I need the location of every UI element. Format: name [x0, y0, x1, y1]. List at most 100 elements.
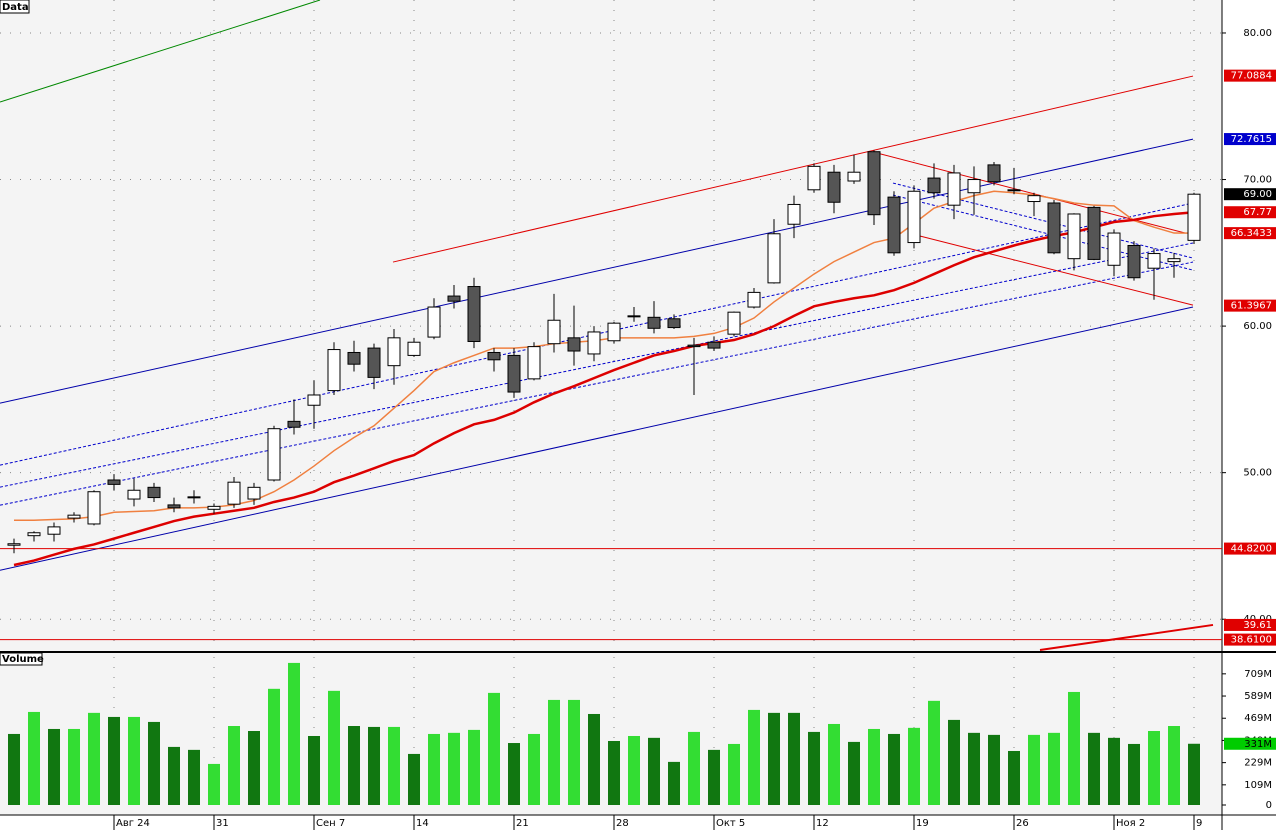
volume-bar	[808, 731, 820, 805]
y-tick-label: 70.00	[1243, 175, 1272, 186]
volume-bar	[548, 699, 560, 805]
candle-body	[747, 291, 761, 308]
candle-body	[967, 179, 981, 194]
moving-average-line	[13, 210, 1195, 567]
x-tick-label: 26	[1016, 818, 1029, 829]
trend-line	[392, 75, 1194, 263]
trend-line	[892, 182, 1194, 259]
volume-bar	[348, 726, 360, 805]
price-label-box	[1224, 69, 1276, 82]
volume-bar	[768, 712, 780, 805]
panel-label: Volume	[2, 654, 44, 665]
candle-body	[187, 496, 201, 499]
candle-body	[47, 526, 61, 535]
volume-bar	[588, 713, 600, 805]
candle-body	[1047, 202, 1061, 254]
candle-body	[1067, 213, 1081, 260]
candle-body	[1007, 189, 1021, 192]
price-label-box	[1224, 299, 1276, 312]
candle-body	[547, 319, 561, 345]
volume-bar	[228, 726, 240, 805]
volume-bar	[208, 763, 220, 805]
price-label: 39.61	[1243, 620, 1272, 631]
candle-body	[827, 171, 841, 203]
candle-body	[147, 486, 161, 499]
volume-bar	[68, 728, 80, 805]
volume-bar	[448, 732, 460, 805]
volume-bar	[388, 726, 400, 805]
candle-body	[607, 322, 621, 342]
x-tick-label: 14	[416, 818, 429, 829]
volume-label: 331M	[1244, 739, 1272, 750]
volume-bar	[1048, 732, 1060, 805]
candle-body	[1187, 193, 1201, 241]
candle-body	[1127, 244, 1141, 279]
candle-body	[507, 354, 521, 393]
trend-line	[892, 194, 1194, 271]
candle-body	[1027, 195, 1041, 203]
candle-body	[407, 341, 421, 356]
candle-body	[707, 341, 721, 349]
candle-body	[347, 351, 361, 365]
candle-body	[427, 306, 441, 338]
trend-line	[0, 242, 1194, 488]
candle-body	[127, 489, 141, 500]
price-label: 77.0884	[1231, 71, 1272, 82]
candle-body	[527, 346, 541, 380]
volume-bar	[168, 746, 180, 805]
candle-body	[267, 428, 281, 481]
volume-bar	[1008, 750, 1020, 805]
candle-body	[387, 337, 401, 367]
price-label: 61.3967	[1231, 301, 1272, 312]
candle-body	[247, 486, 261, 500]
volume-bar	[128, 716, 140, 805]
candle-body	[867, 151, 881, 216]
volume-bar	[428, 733, 440, 805]
price-label-box	[1224, 227, 1276, 240]
volume-bar	[1168, 726, 1180, 805]
trend-line	[1039, 623, 1214, 651]
x-tick-label: Окт 5	[716, 818, 745, 829]
candle-body	[687, 344, 701, 348]
candle-body	[667, 318, 681, 329]
x-tick-label: 19	[916, 818, 929, 829]
price-label-box	[1224, 633, 1276, 646]
y-tick-label: 60.00	[1243, 321, 1272, 332]
volume-bar	[308, 735, 320, 805]
volume-bar	[928, 700, 940, 805]
price-label: 38.6100	[1231, 635, 1272, 646]
x-tick-label: 21	[516, 818, 529, 829]
candle-body	[1167, 258, 1181, 263]
price-label: 72.7615	[1231, 134, 1272, 145]
volume-tick-label: 589M	[1244, 691, 1272, 702]
x-tick-label: Авг 24	[116, 818, 150, 829]
volume-bar	[468, 729, 480, 805]
volume-bar	[368, 726, 380, 805]
volume-bar	[88, 712, 100, 805]
candle-body	[87, 491, 101, 525]
candle-body	[767, 233, 781, 284]
candle-body	[367, 347, 381, 378]
candle-body	[67, 514, 81, 519]
price-label: 44.8200	[1231, 544, 1272, 555]
volume-bar	[1128, 743, 1140, 805]
volume-bar	[708, 749, 720, 805]
x-tick-label: 9	[1196, 818, 1202, 829]
plot-background	[0, 0, 1222, 815]
candle-body	[467, 286, 481, 342]
volume-label-box	[1224, 737, 1276, 750]
candle-body	[567, 337, 581, 352]
volume-tick-label: 709M	[1244, 669, 1272, 680]
panel-label-box	[0, 0, 30, 14]
volume-bar	[968, 732, 980, 805]
candle-body	[587, 331, 601, 355]
volume-bar	[1088, 732, 1100, 805]
candle-body	[287, 420, 301, 428]
volume-bar	[1148, 731, 1160, 805]
price-label: 67.77	[1243, 207, 1272, 218]
trend-line	[0, 0, 321, 103]
volume-tick-label: 229M	[1244, 758, 1272, 769]
candle-body	[207, 505, 221, 510]
price-label-box	[1224, 206, 1276, 219]
volume-bar	[988, 734, 1000, 805]
